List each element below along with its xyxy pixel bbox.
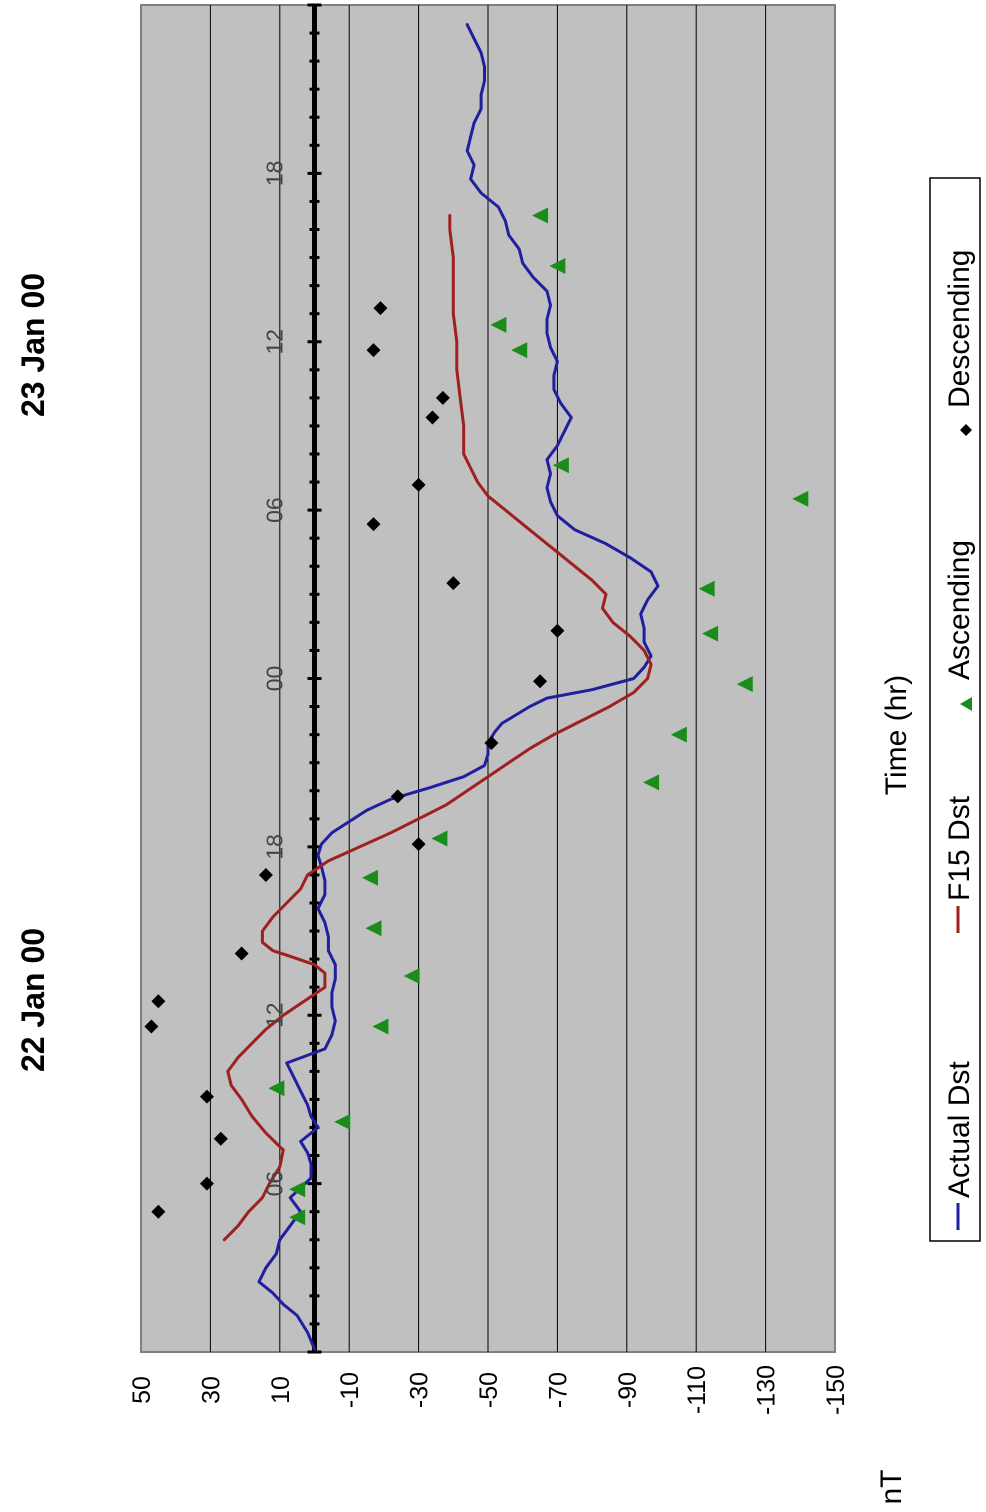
y-tick-label: -90 (614, 1372, 642, 1408)
descending-point (144, 1019, 159, 1034)
ascending-point (289, 1209, 306, 1226)
legend-label-f15-dst: F15 Dst (943, 795, 976, 901)
y-tick-label: -70 (544, 1372, 572, 1408)
descending-point (199, 1089, 214, 1104)
y-tick-label: -10 (336, 1372, 364, 1408)
ascending-point (549, 257, 566, 274)
y-tick-label: 50 (128, 1376, 156, 1404)
series-line-f15-dst (222, 214, 653, 1242)
legend: Actual Dst F15 Dst Ascending Descending (929, 177, 981, 1242)
descending-point (484, 736, 499, 751)
legend-swatch-ascending (960, 697, 972, 711)
ascending-point (670, 726, 687, 743)
ascending-point (431, 830, 448, 847)
y-tick-label: -130 (753, 1365, 781, 1415)
time-axis (307, 3, 322, 1354)
y-tick-label: 30 (197, 1376, 225, 1404)
descending-point (213, 1131, 228, 1146)
descending-point (373, 301, 388, 316)
descending-point (425, 410, 440, 425)
x-tick-label: 18 (262, 834, 288, 860)
descending-point (446, 576, 461, 591)
ascending-point (334, 1113, 351, 1130)
legend-label-descending: Descending (943, 250, 976, 408)
descending-point (199, 1176, 214, 1191)
ascending-point (643, 774, 660, 791)
descending-point (366, 517, 381, 532)
ascending-point (490, 316, 507, 333)
ascending-point (532, 207, 549, 224)
ascending-point (698, 580, 715, 597)
x-tick-label: 06 (262, 1171, 288, 1197)
ascending-point (289, 1181, 306, 1198)
ascending-point (372, 1018, 389, 1035)
descending-point (234, 946, 249, 961)
x-tick-labels: 06 12 18 00 06 12 18 (262, 161, 288, 1197)
x-tick-label: 12 (262, 1002, 288, 1028)
x-axis-title: Time (hr) (880, 675, 913, 796)
descending-point (258, 867, 273, 882)
descending-point (550, 623, 565, 638)
ascending-point (736, 676, 753, 693)
gridlines (209, 5, 767, 1352)
ascending-point (362, 869, 379, 886)
ascending-point (552, 457, 569, 474)
descending-point (151, 1204, 166, 1219)
date-label-23-jan: 23 Jan 00 (15, 273, 51, 417)
x-tick-label: 06 (262, 497, 288, 523)
descending-point (151, 994, 166, 1009)
descending-point (533, 674, 548, 689)
x-tick-label: 00 (262, 666, 288, 692)
y-axis-title: nT (875, 1469, 908, 1504)
ascending-point (792, 490, 809, 507)
y-tick-labels: 50 30 10 -10 -30 -50 -70 -90 -110 -130 -150 (128, 1365, 850, 1415)
descending-point (435, 390, 450, 405)
legend-label-ascending: Ascending (943, 540, 976, 680)
y-tick-label: -110 (683, 1366, 711, 1414)
y-tick-label: -30 (406, 1372, 434, 1408)
y-tick-label: 10 (267, 1376, 295, 1404)
ascending-point (403, 967, 420, 984)
descending-point (366, 343, 381, 358)
legend-label-actual-dst: Actual Dst (943, 1061, 976, 1198)
descending-point (390, 789, 405, 804)
ascending-point (702, 625, 719, 642)
x-tick-label: 18 (262, 161, 288, 187)
ascending-point (268, 1080, 285, 1097)
series-layer (144, 23, 809, 1351)
y-tick-label: -50 (475, 1372, 503, 1408)
descending-point (411, 837, 426, 852)
y-tick-label: -150 (822, 1365, 850, 1415)
ascending-point (365, 920, 382, 937)
x-tick-label: 12 (262, 329, 288, 355)
series-line-actual-dst (257, 23, 660, 1351)
date-label-22-jan: 22 Jan 00 (15, 928, 51, 1072)
ascending-point (511, 342, 528, 359)
descending-point (411, 477, 426, 492)
legend-swatch-descending (960, 424, 972, 436)
